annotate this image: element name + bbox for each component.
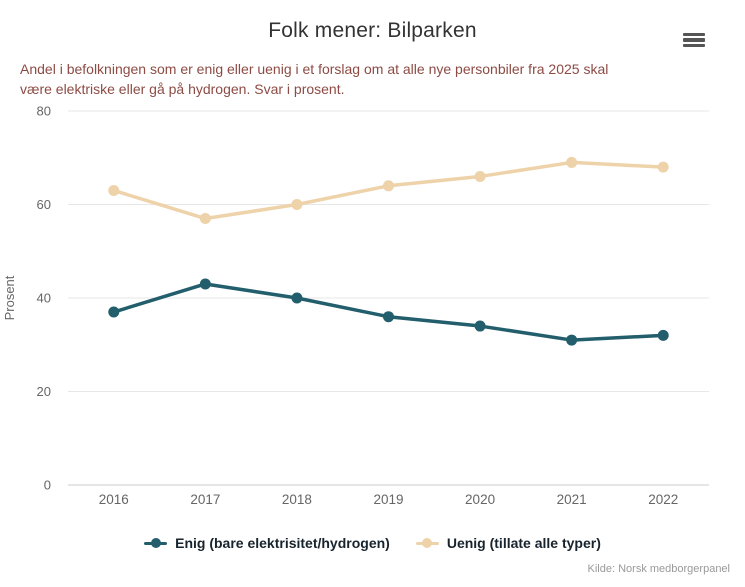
x-tick-label: 2020 [465,492,495,507]
data-point-2018-s0[interactable] [291,292,303,304]
data-point-2021-s1[interactable] [566,156,578,168]
hamburger-bar [683,32,705,36]
chart-title: Folk mener: Bilparken [268,19,477,42]
data-point-2020-s1[interactable] [474,170,486,182]
y-tick-label: 20 [37,384,51,399]
data-point-2017-s0[interactable] [199,278,211,290]
data-point-2019-s1[interactable] [383,180,394,192]
hamburger-bar [683,44,705,48]
chart-subtitle-line-2: være elektriske eller gå på hydrogen. Sv… [20,81,345,98]
data-point-2022-s1[interactable] [657,161,669,173]
chart-subtitle-line-1: Andel i befolkningen som er enig eller u… [20,61,609,77]
y-tick-label: 80 [37,104,51,119]
data-point-2017-s1[interactable] [199,213,211,225]
legend-label-enig: Enig (bare elektrisitet/hydrogen) [175,535,390,551]
line-chart: 0 20 40 60 80 Prosent 2016 2017 2018 2019 2020 2021… [2,104,709,507]
x-tick-label: 2018 [282,492,312,507]
x-tick-label: 2016 [99,492,129,507]
data-point-2020-s0[interactable] [474,320,486,332]
data-point-2019-s0[interactable] [383,311,394,323]
y-axis-title: Prosent [2,275,17,320]
x-tick-label: 2021 [557,492,587,507]
credits: Kilde: Norsk medborgerpanel [587,563,730,575]
chart-legend: Enig (bare elektrisitet/hydrogen) Uenig … [0,535,745,551]
legend-item-enig[interactable]: Enig (bare elektrisitet/hydrogen) [144,535,390,551]
legend-marker-enig [144,541,168,545]
y-tick-label: 0 [44,478,51,493]
legend-item-uenig[interactable]: Uenig (tillate alle typer) [415,535,601,551]
legend-label-uenig: Uenig (tillate alle typer) [446,535,601,551]
hamburger-icon[interactable] [681,29,707,51]
x-tick-label: 2019 [373,492,403,507]
x-tick-label: 2017 [190,492,220,507]
data-point-2016-s0[interactable] [108,306,120,318]
legend-marker-uenig [415,541,439,545]
y-tick-label: 60 [37,197,51,212]
x-tick-label: 2022 [648,492,678,507]
data-point-2018-s1[interactable] [291,199,303,210]
y-tick-label: 40 [37,291,51,306]
data-point-2016-s1[interactable] [108,184,120,196]
chart-subtitle: Andel i befolkningen som er enig eller u… [20,59,720,100]
hamburger-bar [683,38,705,42]
data-point-2021-s0[interactable] [566,334,578,346]
data-point-2022-s0[interactable] [657,329,669,341]
